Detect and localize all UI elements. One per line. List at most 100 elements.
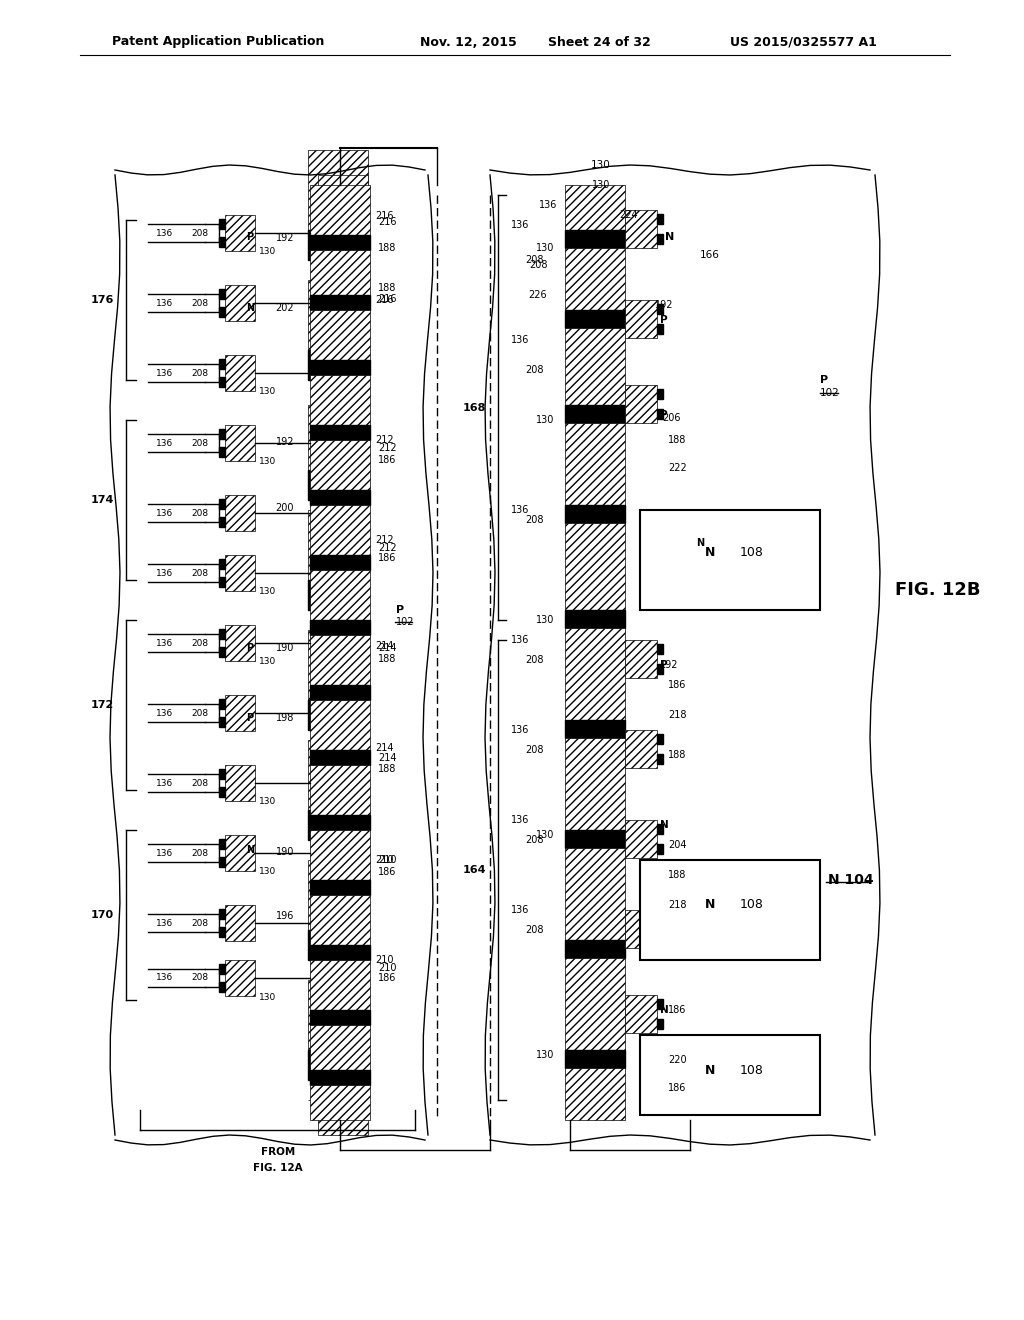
Text: 226: 226 [528,290,547,300]
Bar [565,327,625,405]
Bar [318,380,368,403]
Bar [310,1026,370,1071]
Text: 208: 208 [191,709,209,718]
Bar [310,814,370,830]
Bar [310,185,370,235]
Bar [219,927,225,937]
Text: 166: 166 [700,249,720,260]
Text: 188: 188 [378,764,396,774]
Text: 190: 190 [275,847,294,857]
Text: 212: 212 [378,543,396,553]
Text: 200: 200 [275,503,294,513]
Text: 214: 214 [375,642,393,651]
Bar [308,510,368,579]
Text: P: P [820,375,828,385]
Bar [308,979,368,1049]
Text: 214: 214 [375,743,393,752]
Bar [318,261,368,310]
Bar [640,1035,820,1115]
Bar [310,700,370,750]
Text: 102: 102 [820,388,840,399]
Bar [310,1010,370,1026]
Text: 136: 136 [157,639,174,648]
Bar [640,510,820,610]
Text: 186: 186 [378,553,396,564]
Bar [565,628,625,719]
Bar [225,624,255,661]
Bar [625,730,657,768]
Text: 130: 130 [259,587,276,597]
Bar [565,719,625,738]
Text: 188: 188 [378,243,396,253]
Text: 136: 136 [157,508,174,517]
Text: 208: 208 [525,515,544,525]
Bar [318,822,368,870]
Text: 216: 216 [375,294,393,305]
Text: 136: 136 [511,335,529,345]
Bar [318,473,368,520]
Bar [657,913,663,924]
Bar [318,1032,368,1080]
Bar [310,235,370,249]
Text: 136: 136 [157,779,174,788]
Bar [565,830,625,847]
Text: 188: 188 [668,750,686,760]
Bar [625,300,657,338]
Text: P: P [660,411,668,420]
Text: FIG. 12A: FIG. 12A [253,1163,303,1173]
Bar [308,810,368,840]
Bar [318,940,368,962]
Bar [310,960,370,1010]
Text: 208: 208 [191,438,209,447]
Bar [657,935,663,944]
Text: N: N [665,232,674,242]
Bar [225,285,255,321]
Bar [219,429,225,440]
Bar [219,840,225,849]
Bar [657,999,663,1008]
Bar [219,558,225,569]
Bar [318,730,368,752]
Text: 208: 208 [525,836,544,845]
Text: 188: 188 [378,653,396,664]
Text: 136: 136 [157,438,174,447]
Text: 136: 136 [511,725,529,735]
Text: 130: 130 [259,867,276,876]
Bar [308,150,368,230]
Bar [318,543,368,590]
Text: N: N [705,1064,715,1077]
Text: 212: 212 [375,535,393,545]
Bar [219,770,225,779]
Bar [565,405,625,422]
Bar [318,660,368,682]
Text: N: N [705,546,715,560]
Text: 210: 210 [378,964,396,973]
Bar [565,738,625,830]
Text: 190: 190 [275,643,294,653]
Bar [310,635,370,685]
Bar [225,425,255,461]
Text: 170: 170 [91,909,114,920]
Text: 186: 186 [668,680,686,690]
Bar [310,750,370,766]
Bar [625,909,657,948]
Bar [310,880,370,895]
Bar [657,214,663,224]
Text: 208: 208 [191,974,209,982]
Text: 208: 208 [525,255,544,265]
Bar [310,895,370,945]
Text: 208: 208 [525,655,544,665]
Text: 136: 136 [511,635,529,645]
Text: N 104: N 104 [828,873,873,887]
Bar [310,490,370,506]
Bar [318,1010,368,1032]
Bar [310,425,370,440]
Bar [565,310,625,327]
Text: US 2015/0325577 A1: US 2015/0325577 A1 [730,36,877,49]
Bar [318,1102,368,1135]
Text: 172: 172 [91,700,114,710]
Bar [219,499,225,510]
Bar [310,830,370,880]
Bar [310,620,370,635]
Bar [225,495,255,531]
